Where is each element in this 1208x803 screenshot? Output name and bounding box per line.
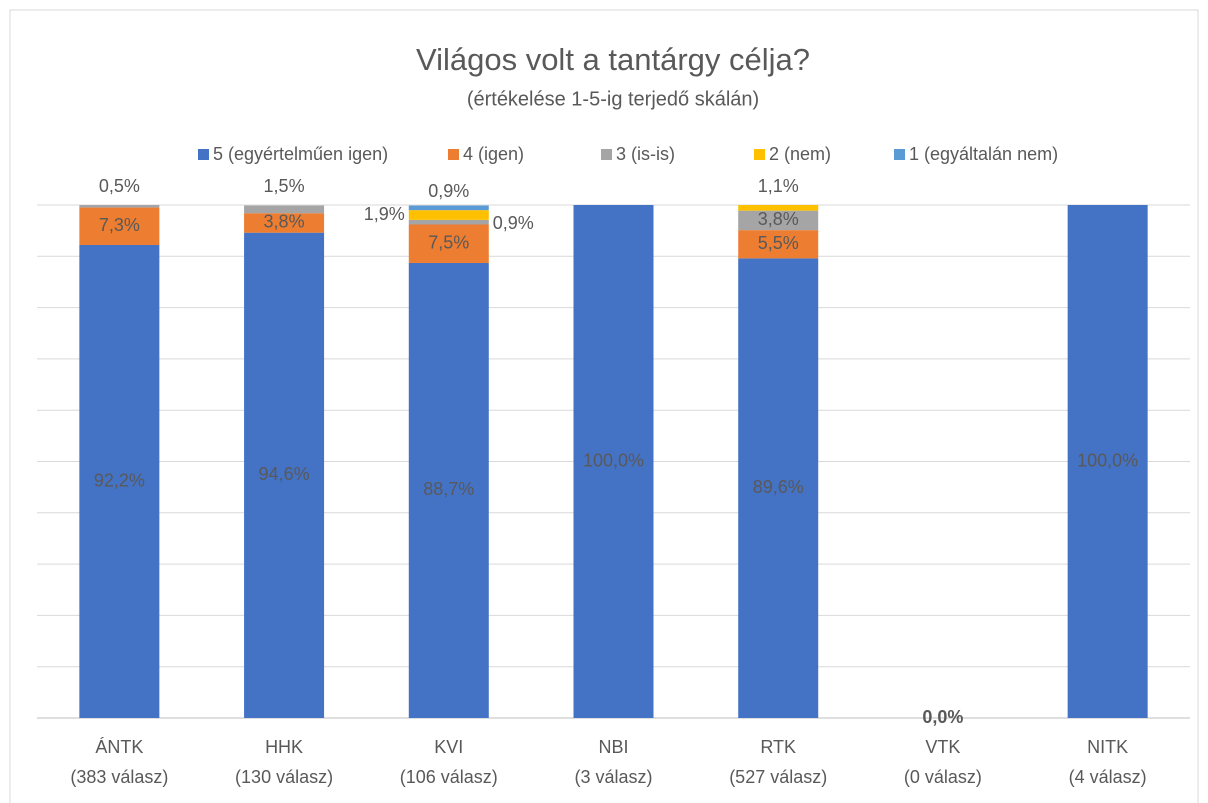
legend-label: 1 (egyáltalán nem) bbox=[909, 144, 1058, 164]
legend-label: 4 (igen) bbox=[463, 144, 524, 164]
chart-title: Világos volt a tantárgy célja? bbox=[416, 42, 810, 77]
x-tick-label: HHK bbox=[265, 737, 303, 757]
x-tick-label: (130 válasz) bbox=[235, 767, 333, 787]
data-label: 3,8% bbox=[758, 209, 799, 229]
bar-segment bbox=[738, 210, 819, 231]
data-label: 94,6% bbox=[259, 464, 310, 484]
data-label: 0,5% bbox=[99, 176, 140, 196]
data-label: 100,0% bbox=[583, 450, 644, 470]
x-tick-label: (527 válasz) bbox=[729, 767, 827, 787]
legend-swatch bbox=[448, 149, 459, 160]
x-tick-label: RTK bbox=[760, 737, 796, 757]
bar-segment bbox=[79, 207, 160, 246]
bar-segment bbox=[79, 205, 160, 208]
x-tick-label: NBI bbox=[598, 737, 628, 757]
bar-segment bbox=[408, 210, 489, 220]
bar-segment bbox=[408, 219, 489, 225]
data-label: 100,0% bbox=[1077, 450, 1138, 470]
x-tick-label: (4 válasz) bbox=[1069, 767, 1147, 787]
x-tick-label: (106 válasz) bbox=[400, 767, 498, 787]
legend-label: 3 (is-is) bbox=[616, 144, 675, 164]
bar-segment bbox=[79, 245, 160, 719]
bar-segment bbox=[1067, 205, 1148, 718]
data-label: 3,8% bbox=[264, 212, 305, 232]
data-label: 7,3% bbox=[99, 215, 140, 235]
legend-swatch bbox=[754, 149, 765, 160]
data-label: 1,9% bbox=[364, 204, 405, 224]
bar-segment bbox=[408, 262, 489, 718]
legend-label: 5 (egyértelműen igen) bbox=[213, 144, 388, 164]
data-label: 88,7% bbox=[423, 479, 474, 499]
x-tick-label: VTK bbox=[925, 737, 960, 757]
data-label: 7,5% bbox=[428, 232, 469, 252]
bar-segment bbox=[738, 205, 819, 211]
data-label: 92,2% bbox=[94, 470, 145, 490]
data-label: 0,9% bbox=[428, 181, 469, 201]
data-label: 0,9% bbox=[493, 213, 534, 233]
x-tick-label: (3 válasz) bbox=[574, 767, 652, 787]
data-label: 1,1% bbox=[758, 176, 799, 196]
legend-swatch bbox=[601, 149, 612, 160]
chart-subtitle: (értékelése 1-5-ig terjedő skálán) bbox=[467, 88, 759, 110]
bar-segment bbox=[244, 213, 325, 233]
x-tick-label: ÁNTK bbox=[95, 737, 143, 757]
bar-segment bbox=[738, 230, 819, 259]
legend-label: 2 (nem) bbox=[769, 144, 831, 164]
x-tick-label: (0 válasz) bbox=[904, 767, 982, 787]
bar-segment bbox=[244, 232, 325, 718]
data-label: 5,5% bbox=[758, 233, 799, 253]
data-label: 1,5% bbox=[264, 176, 305, 196]
bar-segment bbox=[244, 205, 325, 214]
data-label: 0,0% bbox=[922, 707, 963, 727]
legend-swatch bbox=[894, 149, 905, 160]
bar-segment bbox=[408, 205, 489, 211]
x-tick-label: NITK bbox=[1087, 737, 1128, 757]
x-tick-label: KVI bbox=[434, 737, 463, 757]
bar-segment bbox=[408, 224, 489, 263]
data-label: 89,6% bbox=[753, 477, 804, 497]
x-tick-label: (383 válasz) bbox=[70, 767, 168, 787]
legend-swatch bbox=[198, 149, 209, 160]
bar-segment bbox=[573, 205, 654, 718]
bar-segment bbox=[738, 258, 819, 718]
